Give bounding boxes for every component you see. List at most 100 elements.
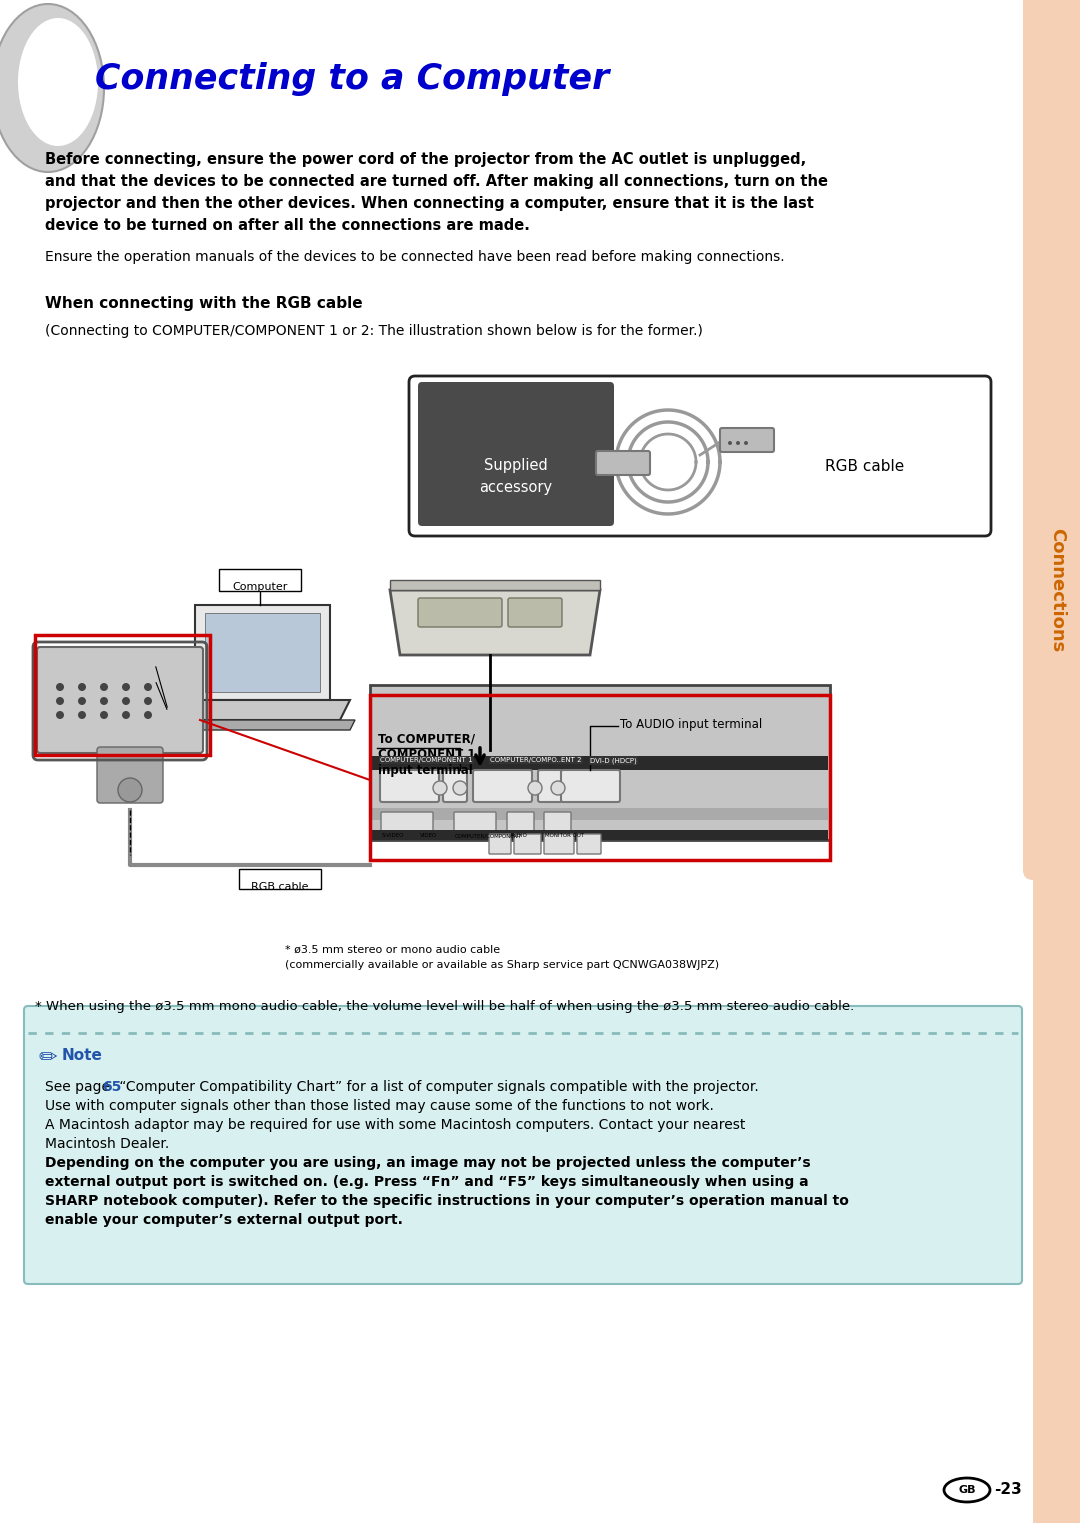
Polygon shape <box>170 720 355 730</box>
FancyBboxPatch shape <box>409 376 991 536</box>
Polygon shape <box>1032 0 1080 1523</box>
Circle shape <box>735 442 740 445</box>
Text: SHARP notebook computer). Refer to the specific instructions in your computer’s : SHARP notebook computer). Refer to the s… <box>45 1194 849 1208</box>
Text: COMPONENT 1: COMPONENT 1 <box>378 748 475 762</box>
Text: 65: 65 <box>102 1080 121 1094</box>
Circle shape <box>56 682 64 691</box>
Text: AUDIO: AUDIO <box>510 833 528 838</box>
Circle shape <box>528 781 542 795</box>
FancyBboxPatch shape <box>596 451 650 475</box>
FancyBboxPatch shape <box>577 835 600 854</box>
Circle shape <box>453 781 467 795</box>
Text: Use with computer signals other than those listed may cause some of the function: Use with computer signals other than tho… <box>45 1100 714 1113</box>
Text: device to be turned on after all the connections are made.: device to be turned on after all the con… <box>45 218 530 233</box>
Text: RGB cable: RGB cable <box>252 882 309 892</box>
Polygon shape <box>195 605 330 701</box>
Text: external output port is switched on. (e.g. Press “Fn” and “F5” keys simultaneous: external output port is switched on. (e.… <box>45 1176 809 1189</box>
Circle shape <box>144 711 152 719</box>
Circle shape <box>78 682 86 691</box>
FancyBboxPatch shape <box>372 830 828 841</box>
FancyBboxPatch shape <box>514 835 541 854</box>
Text: Macintosh Dealer.: Macintosh Dealer. <box>45 1138 170 1151</box>
Text: Computer: Computer <box>232 582 287 592</box>
Text: COMPUTER/COMPO..ENT 2: COMPUTER/COMPO..ENT 2 <box>490 757 581 763</box>
Text: Ensure the operation manuals of the devices to be connected have been read befor: Ensure the operation manuals of the devi… <box>45 250 785 263</box>
FancyBboxPatch shape <box>544 812 571 836</box>
FancyBboxPatch shape <box>454 812 496 836</box>
Text: To COMPUTER/: To COMPUTER/ <box>378 733 475 745</box>
Circle shape <box>744 442 748 445</box>
FancyBboxPatch shape <box>561 771 620 803</box>
FancyBboxPatch shape <box>538 771 562 803</box>
FancyBboxPatch shape <box>164 694 181 716</box>
Text: VIDEO: VIDEO <box>420 833 437 838</box>
Text: projector and then the other devices. When connecting a computer, ensure that it: projector and then the other devices. Wh… <box>45 196 814 212</box>
Circle shape <box>118 778 141 803</box>
Text: When connecting with the RGB cable: When connecting with the RGB cable <box>45 295 363 311</box>
Text: Connections: Connections <box>1048 528 1066 652</box>
Text: RGB cable: RGB cable <box>825 458 905 474</box>
Text: S-VIDEO: S-VIDEO <box>382 833 404 838</box>
FancyBboxPatch shape <box>418 382 615 525</box>
Circle shape <box>433 781 447 795</box>
Text: (Connecting to COMPUTER/COMPONENT 1 or 2: The illustration shown below is for th: (Connecting to COMPUTER/COMPONENT 1 or 2… <box>45 324 703 338</box>
FancyBboxPatch shape <box>489 835 511 854</box>
Circle shape <box>100 682 108 691</box>
Polygon shape <box>205 612 320 691</box>
Text: (commercially available or available as Sharp service part QCNWGA038WJPZ): (commercially available or available as … <box>285 959 719 970</box>
Text: DVI-D (HDCP): DVI-D (HDCP) <box>590 757 637 763</box>
Text: * ø3.5 mm stereo or mono audio cable: * ø3.5 mm stereo or mono audio cable <box>285 944 500 955</box>
FancyBboxPatch shape <box>473 771 532 803</box>
Polygon shape <box>390 580 600 589</box>
Text: * When using the ø3.5 mm mono audio cable, the volume level will be half of when: * When using the ø3.5 mm mono audio cabl… <box>35 1001 854 1013</box>
FancyBboxPatch shape <box>507 812 534 836</box>
Circle shape <box>100 711 108 719</box>
FancyBboxPatch shape <box>418 599 502 627</box>
FancyBboxPatch shape <box>37 647 203 752</box>
FancyBboxPatch shape <box>443 771 467 803</box>
Text: Connecting to a Computer: Connecting to a Computer <box>95 62 609 96</box>
Text: COMPUTER/COMPONENT: COMPUTER/COMPONENT <box>455 833 522 838</box>
Text: GB: GB <box>958 1485 975 1496</box>
FancyBboxPatch shape <box>380 771 438 803</box>
Text: input terminal: input terminal <box>378 765 473 777</box>
Text: Note: Note <box>62 1048 103 1063</box>
Text: enable your computer’s external output port.: enable your computer’s external output p… <box>45 1212 403 1228</box>
Ellipse shape <box>18 18 98 146</box>
Text: To audio output terminal: To audio output terminal <box>42 659 178 670</box>
Polygon shape <box>175 701 350 720</box>
FancyBboxPatch shape <box>1023 0 1080 880</box>
Text: -23: -23 <box>994 1482 1022 1497</box>
Circle shape <box>78 711 86 719</box>
Ellipse shape <box>944 1477 990 1502</box>
Text: COMPUTER/COMPONENT 1: COMPUTER/COMPONENT 1 <box>380 757 473 763</box>
Text: “Computer Compatibility Chart” for a list of computer signals compatible with th: “Computer Compatibility Chart” for a lis… <box>114 1080 759 1094</box>
Text: Before connecting, ensure the power cord of the projector from the AC outlet is : Before connecting, ensure the power cord… <box>45 152 807 168</box>
Text: Depending on the computer you are using, an image may not be projected unless th: Depending on the computer you are using,… <box>45 1156 811 1170</box>
Circle shape <box>122 711 130 719</box>
FancyBboxPatch shape <box>381 812 433 836</box>
FancyBboxPatch shape <box>97 746 163 803</box>
FancyBboxPatch shape <box>219 570 301 591</box>
FancyBboxPatch shape <box>370 685 831 841</box>
Text: To RGB output terminal: To RGB output terminal <box>42 676 172 685</box>
FancyBboxPatch shape <box>508 599 562 627</box>
Circle shape <box>551 781 565 795</box>
Circle shape <box>122 682 130 691</box>
FancyBboxPatch shape <box>544 835 573 854</box>
Circle shape <box>728 442 732 445</box>
Circle shape <box>56 698 64 705</box>
Text: ✏: ✏ <box>38 1048 56 1068</box>
Circle shape <box>78 698 86 705</box>
Text: To AUDIO input terminal: To AUDIO input terminal <box>620 717 762 731</box>
FancyBboxPatch shape <box>372 809 828 819</box>
Polygon shape <box>390 589 600 655</box>
Text: Supplied
accessory: Supplied accessory <box>480 458 553 495</box>
Circle shape <box>144 682 152 691</box>
Ellipse shape <box>0 5 104 172</box>
Text: and that the devices to be connected are turned off. After making all connection: and that the devices to be connected are… <box>45 174 828 189</box>
FancyBboxPatch shape <box>24 1007 1022 1284</box>
Text: See page: See page <box>45 1080 114 1094</box>
Text: A Macintosh adaptor may be required for use with some Macintosh computers. Conta: A Macintosh adaptor may be required for … <box>45 1118 745 1132</box>
Text: MONITOR OUT: MONITOR OUT <box>545 833 584 838</box>
